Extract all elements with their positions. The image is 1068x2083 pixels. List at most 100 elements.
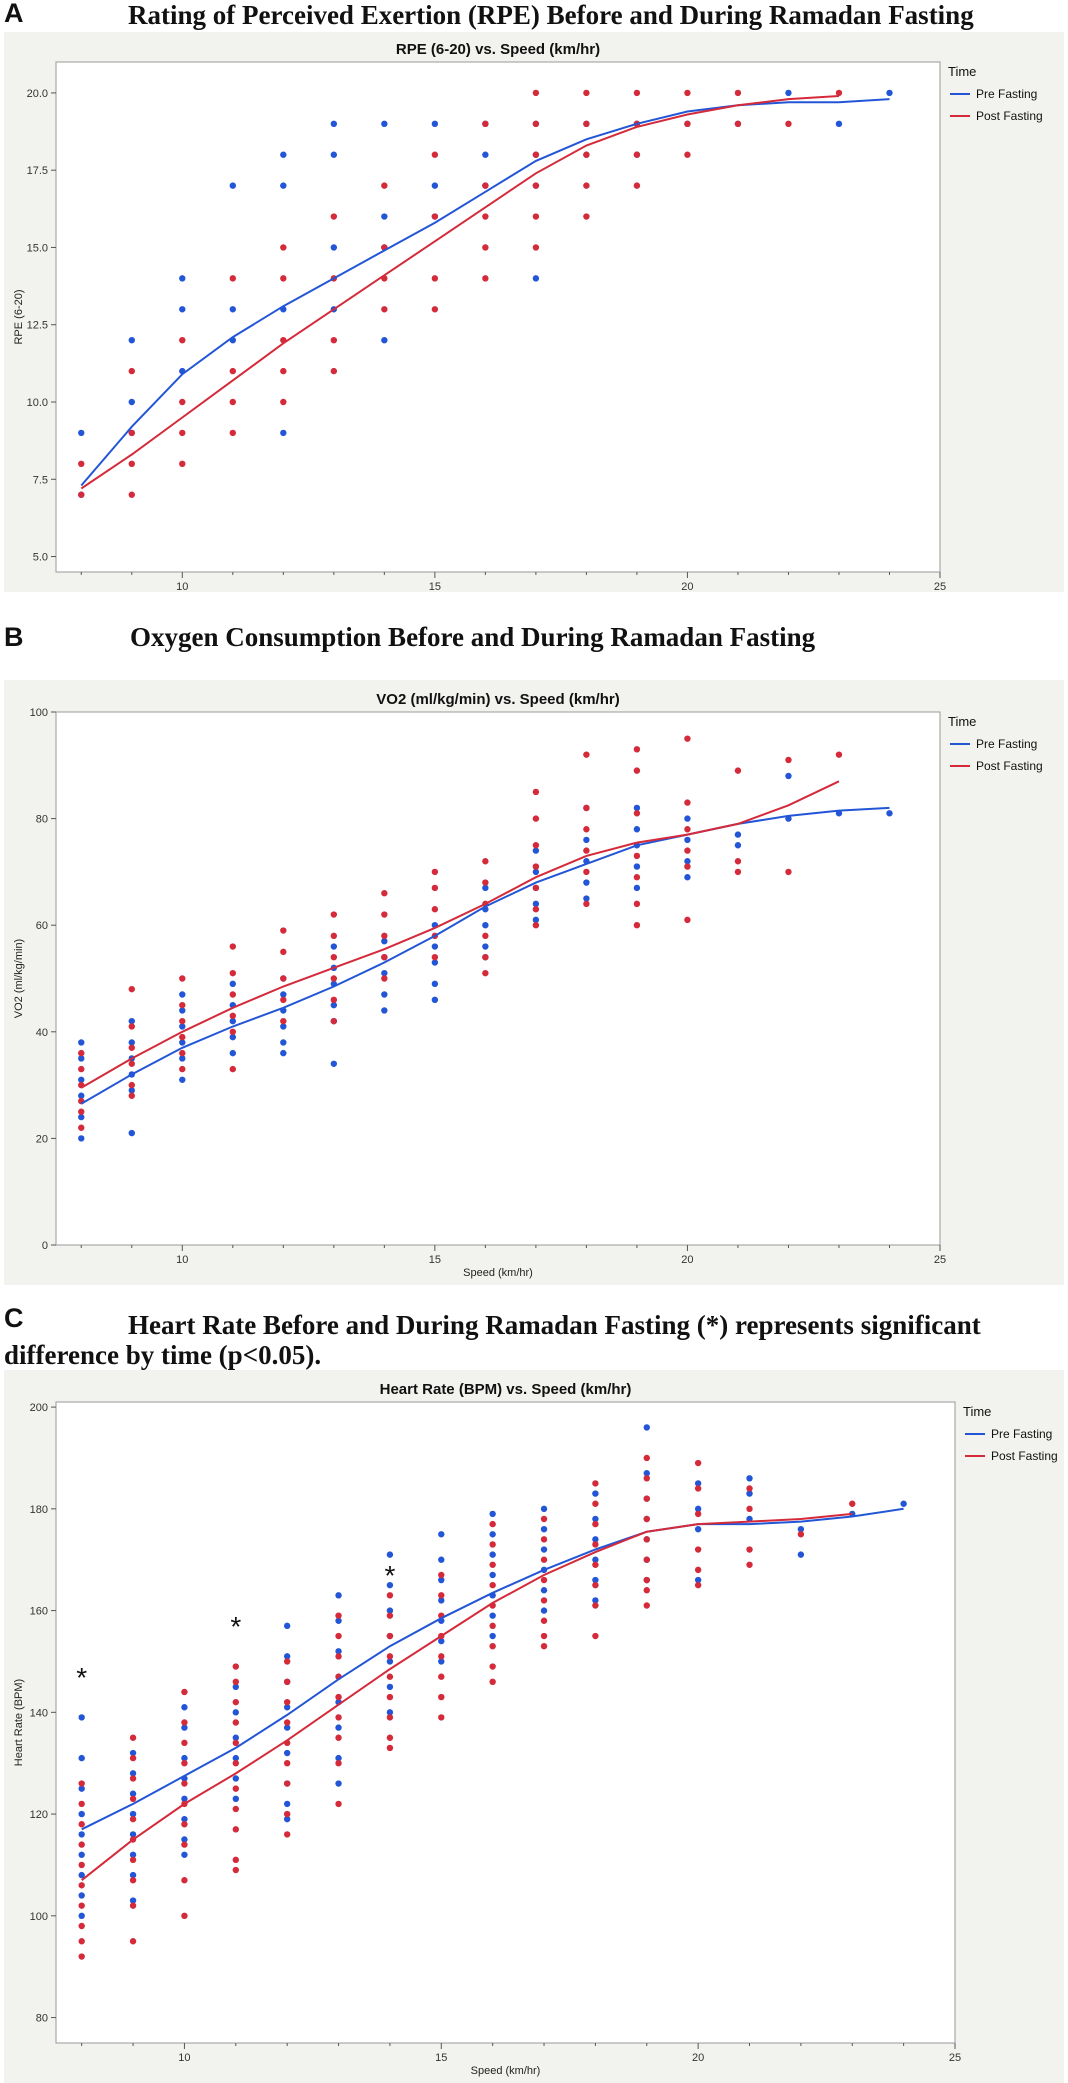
- data-point: [229, 398, 236, 406]
- data-point: [643, 1556, 650, 1563]
- data-point: [232, 1856, 239, 1864]
- data-point: [179, 1049, 186, 1057]
- data-point: [129, 1871, 137, 1879]
- data-point: [431, 120, 439, 128]
- data-point: [684, 89, 691, 97]
- data-point: [78, 1922, 85, 1930]
- data-point: [592, 1602, 599, 1609]
- data-point: [583, 182, 590, 189]
- data-point: [532, 151, 540, 158]
- data-point: [283, 1749, 291, 1757]
- data-point: [482, 932, 489, 940]
- data-point: [229, 980, 236, 988]
- data-point: [583, 900, 590, 908]
- data-point: [482, 213, 489, 220]
- data-point: [438, 1637, 445, 1645]
- data-point: [746, 1490, 753, 1497]
- data-point: [232, 1795, 239, 1803]
- data-point: [179, 275, 186, 282]
- data-point: [633, 182, 641, 189]
- panel-c-figure-title-line2: difference by time (p<0.05).: [4, 1340, 322, 1370]
- data-point: [78, 1882, 85, 1889]
- data-point: [583, 847, 590, 854]
- chart-title: VO2 (ml/kg/min) vs. Speed (km/hr): [376, 691, 619, 708]
- panel-c-figure-title-line1: Heart Rate Before and During Ramadan Fas…: [128, 1310, 981, 1340]
- data-point: [335, 1617, 342, 1624]
- data-point: [280, 429, 287, 437]
- data-point: [179, 1017, 186, 1025]
- data-point: [482, 858, 489, 865]
- legend-label: Pre Fasting: [976, 737, 1037, 751]
- data-point: [583, 89, 590, 97]
- data-point: [592, 1581, 599, 1589]
- data-point: [181, 1780, 188, 1787]
- data-point: [386, 1658, 394, 1665]
- data-point: [78, 1831, 85, 1838]
- data-point: [283, 1719, 291, 1726]
- data-point: [482, 969, 489, 977]
- data-point: [229, 275, 236, 282]
- data-point: [386, 1673, 394, 1680]
- data-point: [181, 1815, 188, 1823]
- data-point: [684, 858, 691, 865]
- data-point: [643, 1536, 650, 1543]
- chart-title: Heart Rate (BPM) vs. Speed (km/hr): [380, 1381, 632, 1398]
- data-point: [592, 1597, 599, 1604]
- data-point: [532, 788, 540, 796]
- data-point: [179, 1039, 186, 1046]
- data-point: [785, 756, 792, 764]
- legend-label: Post Fasting: [976, 759, 1043, 773]
- data-point: [229, 943, 236, 950]
- data-point: [431, 959, 439, 966]
- data-point: [540, 1607, 548, 1614]
- data-point: [694, 1485, 702, 1492]
- data-point: [489, 1622, 496, 1630]
- data-point: [283, 1724, 291, 1731]
- data-point: [78, 1055, 85, 1062]
- data-point: [900, 1500, 907, 1507]
- data-point: [232, 1826, 239, 1833]
- data-point: [592, 1500, 599, 1507]
- y-tick-label: 5.0: [33, 552, 48, 564]
- data-point: [684, 874, 691, 881]
- data-point: [229, 1012, 236, 1020]
- y-tick-label: 0: [42, 1240, 48, 1252]
- data-point: [280, 1049, 287, 1057]
- data-point: [330, 367, 338, 375]
- data-point: [335, 1592, 342, 1599]
- data-point: [532, 275, 540, 282]
- data-point: [489, 1678, 496, 1686]
- data-point: [179, 1033, 186, 1041]
- data-point: [232, 1866, 239, 1874]
- data-point: [232, 1678, 239, 1686]
- data-point: [128, 460, 135, 468]
- data-point: [583, 151, 590, 158]
- data-point: [482, 884, 489, 892]
- data-point: [129, 1749, 137, 1757]
- data-point: [431, 868, 439, 876]
- panel-b-label: B: [4, 622, 24, 652]
- data-point: [232, 1785, 239, 1792]
- data-point: [78, 1049, 85, 1057]
- data-point: [229, 367, 236, 375]
- data-point: [232, 1709, 239, 1716]
- data-point: [643, 1424, 650, 1431]
- data-point: [489, 1612, 496, 1619]
- data-point: [734, 831, 742, 838]
- data-point: [694, 1459, 702, 1467]
- data-point: [280, 398, 287, 406]
- data-point: [283, 1815, 291, 1823]
- data-point: [129, 1770, 137, 1777]
- data-point: [684, 151, 691, 158]
- x-tick-label: 25: [934, 581, 946, 592]
- data-point: [78, 1780, 85, 1787]
- data-point: [532, 244, 540, 251]
- data-point: [128, 1092, 135, 1099]
- data-point: [181, 1739, 188, 1747]
- data-point: [386, 1714, 394, 1721]
- data-point: [797, 1525, 805, 1533]
- data-point: [229, 306, 236, 313]
- data-point: [431, 151, 439, 158]
- data-point: [335, 1714, 342, 1721]
- data-point: [78, 1113, 85, 1121]
